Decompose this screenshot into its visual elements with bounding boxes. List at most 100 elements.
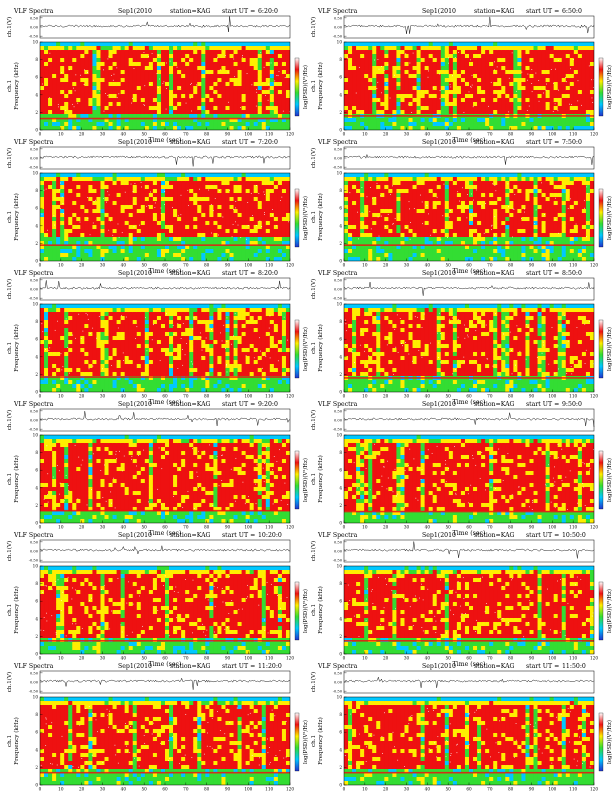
spectrogram-peak (157, 87, 159, 89)
spectrogram-cell (400, 78, 405, 83)
spectrogram-cell (253, 62, 259, 67)
spectrogram-cell (517, 62, 522, 67)
waveform-ylabel: ch.1(V) (310, 148, 317, 168)
spectrogram-cell (213, 46, 218, 51)
spectrogram-cell (165, 78, 170, 83)
spectrogram-cell (165, 102, 170, 107)
spectrogram-cell (356, 86, 361, 91)
spectrogram-cell (245, 102, 250, 107)
spectrogram-cell (269, 54, 275, 59)
spectrogram-peak (65, 109, 67, 111)
spectrogram-cell (380, 217, 385, 222)
spectrogram-cell (136, 82, 142, 87)
spectrogram-ytick-label: 8 (339, 57, 342, 62)
spectrogram-cell (185, 185, 190, 190)
spectrogram-peak (235, 207, 237, 209)
spectrogram-cell (116, 74, 121, 79)
spectrogram-cell (88, 94, 93, 99)
spectrogram-cell (140, 245, 146, 250)
spectrogram-cell (205, 189, 210, 194)
spectrogram-peak (472, 106, 474, 108)
spectrogram-cell (100, 94, 105, 99)
spectrogram-cell (404, 221, 409, 226)
spectrogram-cell (408, 217, 413, 222)
spectrogram-cell (92, 197, 97, 202)
spectrogram-cell (72, 82, 77, 87)
spectrogram-cell (253, 189, 259, 194)
spectrogram-peak (80, 74, 81, 76)
spectrogram-cell (189, 42, 194, 47)
spectrogram-cell (116, 201, 121, 206)
spectrogram-cell (273, 106, 279, 111)
spectrogram-cell (205, 78, 210, 83)
spectrogram-cell (388, 78, 393, 83)
spectrogram-cell (400, 70, 405, 75)
spectrogram-cell (72, 181, 77, 186)
spectrogram-cell (189, 177, 194, 182)
spectrogram-peak (439, 90, 441, 91)
spectrogram-cell (400, 94, 405, 99)
spectrogram-cell (221, 102, 226, 107)
spectrogram-cell (136, 213, 142, 218)
spectrogram-cell (44, 50, 49, 55)
spectrogram-cell (384, 185, 389, 190)
spectrogram-cell (72, 193, 77, 198)
spectrogram-cell (201, 114, 206, 119)
spectrogram-cell (489, 78, 494, 83)
spectrogram-cell (261, 177, 267, 182)
spectrogram-cell (205, 253, 210, 258)
spectrogram-cell (84, 181, 89, 186)
spectrogram-cell (384, 209, 389, 214)
spectrogram-cell (464, 82, 470, 87)
spectrogram-cell (128, 221, 134, 226)
spectrogram-peak (511, 52, 513, 54)
spectrogram-cell (60, 209, 65, 214)
spectrogram-cell (464, 74, 470, 79)
spectrogram-peak (165, 62, 167, 64)
spectrogram-cell (412, 197, 417, 202)
spectrogram-cell (352, 229, 357, 234)
spectrogram-cell (285, 253, 290, 258)
spectrogram-cell (573, 66, 579, 71)
spectrogram-cell (64, 126, 69, 130)
spectrogram-cell (529, 86, 534, 91)
spectrogram-peak (84, 69, 85, 71)
spectrogram-cell (261, 237, 267, 242)
spectrogram-cell (120, 66, 125, 71)
spectrogram-cell (112, 98, 117, 103)
spectrogram-cell (44, 233, 49, 238)
spectrogram-cell (144, 94, 150, 99)
spectrogram-cell (92, 118, 97, 123)
spectrogram-cell (261, 82, 267, 87)
spectrogram-cell (201, 245, 206, 250)
spectrogram-cell (185, 189, 190, 194)
spectrogram-cell (497, 126, 502, 130)
spectrogram-cell (165, 209, 170, 214)
spectrogram-cell (189, 193, 194, 198)
spectrogram-cell (460, 122, 466, 127)
spectrogram-cell (177, 94, 182, 99)
spectrogram-cell (376, 106, 381, 111)
spectrogram-cell (48, 54, 53, 59)
spectrogram-cell (473, 122, 478, 127)
spectrogram-cell (489, 46, 494, 51)
spectrogram-cell (356, 241, 361, 246)
spectrogram-cell (489, 110, 494, 115)
spectrogram-cell (156, 70, 162, 75)
spectrogram-cell (452, 50, 458, 55)
spectrogram-cell (185, 229, 190, 234)
spectrogram-cell (553, 46, 559, 51)
spectrogram-cell (537, 90, 542, 95)
spectrogram-cell (40, 42, 45, 47)
spectrogram-cell (229, 177, 234, 182)
spectrogram-cell (156, 221, 162, 226)
spectrogram-cell (177, 86, 182, 91)
spectrogram-cell (233, 201, 238, 206)
spectrogram-cell (573, 122, 579, 127)
spectrogram-cell (112, 257, 117, 261)
spectrogram-cell (285, 54, 290, 59)
spectrogram-cell (68, 82, 73, 87)
spectrogram-cell (100, 118, 105, 123)
spectrogram-cell (265, 86, 271, 91)
spectrogram-cell (505, 110, 510, 115)
